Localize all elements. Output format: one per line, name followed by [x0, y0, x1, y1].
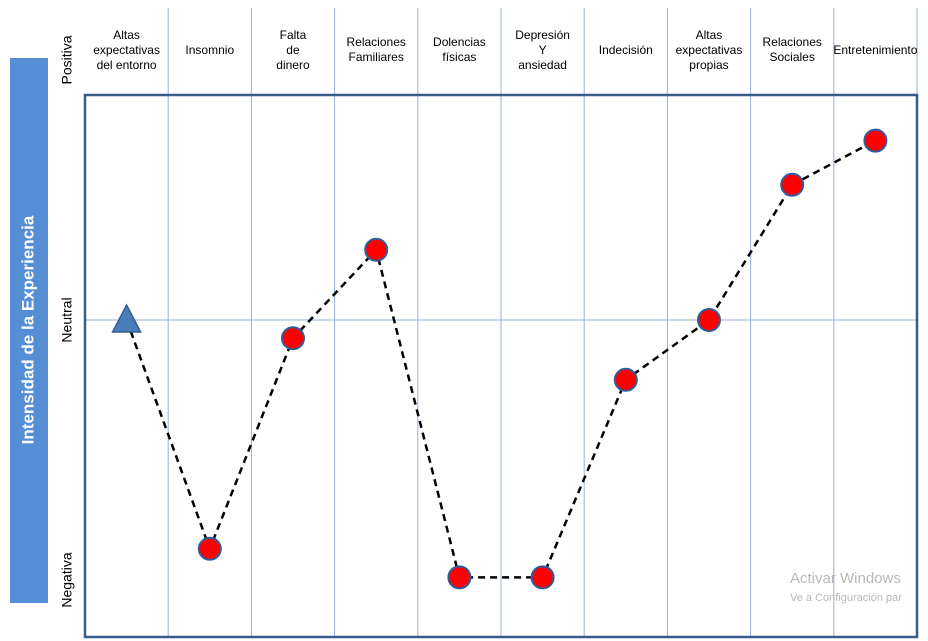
category-label: Dolencias físicas	[433, 35, 486, 64]
marker	[530, 565, 555, 590]
line	[125, 139, 876, 579]
marker	[197, 536, 222, 561]
category-label: Relaciones Sociales	[762, 35, 822, 64]
category-label: Insomnio	[185, 42, 235, 57]
marker	[863, 128, 888, 153]
y-tick-label: Negativa	[59, 552, 75, 607]
marker	[281, 326, 305, 351]
watermark: Activar Windows	[790, 570, 901, 587]
y-tick-label: Positiva	[59, 35, 75, 84]
category-label: Relaciones Familiares	[346, 35, 406, 64]
marker	[447, 565, 472, 590]
marker	[364, 237, 389, 262]
category-label: Falta de dinero	[276, 27, 310, 72]
y-tick-label: Neutral	[59, 297, 75, 342]
y-axis-title: Intensidad de la Experiencia	[18, 215, 37, 444]
category-label: Indecisión	[598, 42, 653, 57]
category-label: Depresión Y ansiedad	[515, 27, 570, 72]
category-label: Altas expectativas propias	[675, 27, 743, 72]
y-label-box	[10, 58, 48, 603]
marker	[613, 367, 638, 392]
marker	[697, 308, 721, 332]
category-label: Altas expectativas del entorno	[93, 27, 160, 72]
category-label: Entretenimiento	[833, 42, 918, 57]
plot-frame	[83, 93, 919, 639]
marker	[780, 172, 805, 197]
watermark: Ve a Configuración par	[790, 592, 902, 604]
marker	[111, 303, 142, 333]
